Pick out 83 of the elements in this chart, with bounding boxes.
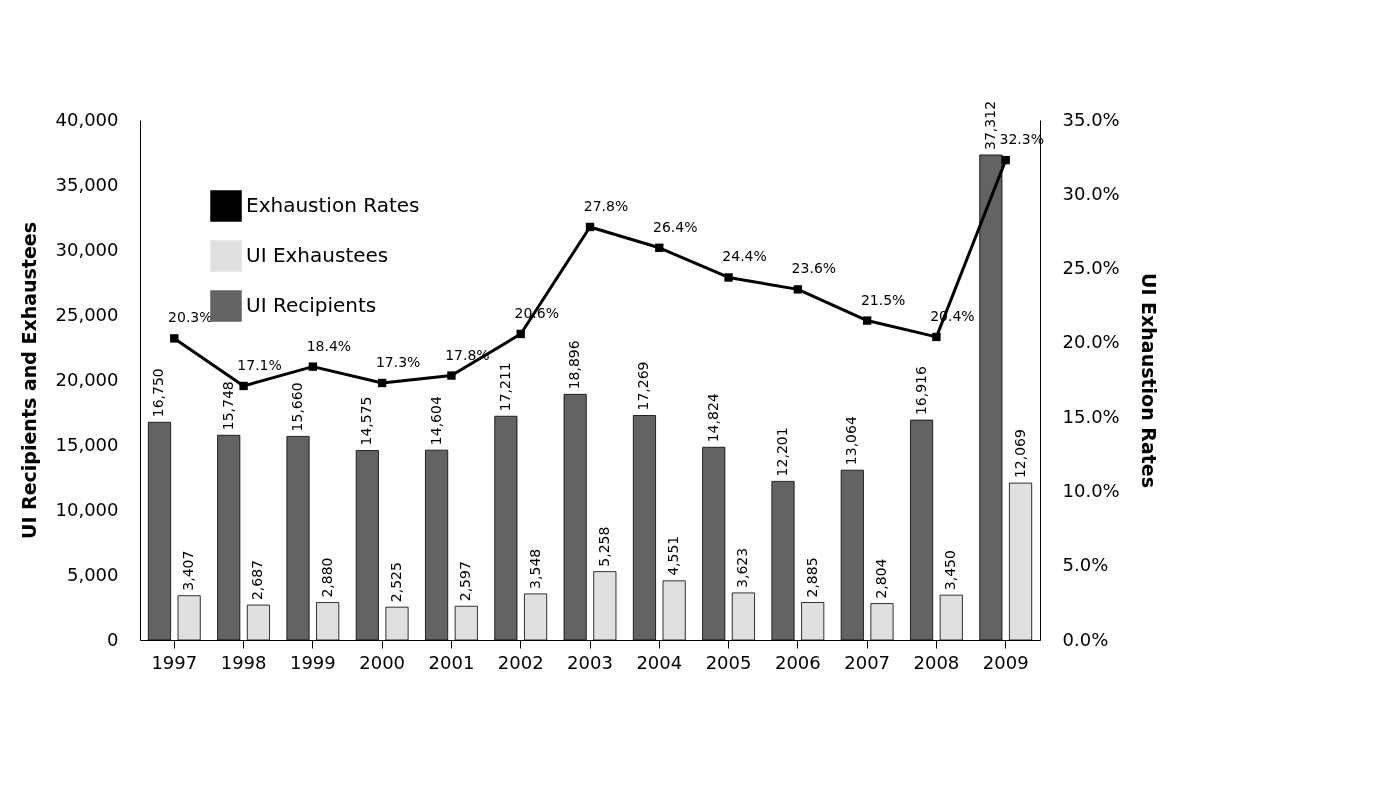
data-label: 2,880 [318, 557, 335, 598]
data-label: 5,258 [595, 526, 612, 567]
y2-axis-title: UI Exhaustion Rates [1137, 272, 1160, 489]
data-label: 17,211 [496, 362, 513, 412]
data-label: 4,551 [665, 535, 682, 576]
data-label: 20.3% [168, 309, 213, 326]
y2-tick-label: 10.0% [1062, 479, 1120, 501]
legend-label: Exhaustion Rates [246, 193, 420, 217]
legend-label: UI Recipients [246, 293, 377, 317]
point [932, 332, 941, 342]
data-label: 21.5% [860, 291, 906, 308]
y-tick-label: 0 [107, 628, 119, 650]
y-tick-label: 20,000 [55, 368, 119, 390]
data-label: 3,450 [942, 550, 959, 591]
y2-tick-label: 35.0% [1062, 108, 1120, 130]
data-label: 3,407 [180, 550, 197, 591]
data-label: 18.4% [306, 337, 352, 354]
data-label: 15,660 [289, 382, 306, 432]
x-tick-label: 2008 [913, 651, 960, 673]
data-label: 2,804 [872, 558, 889, 599]
point [239, 381, 248, 391]
data-label: 37,312 [981, 100, 998, 150]
data-label: 16,750 [150, 368, 167, 418]
point [377, 378, 387, 388]
point [516, 329, 525, 339]
point [1001, 155, 1010, 165]
data-label: 14,824 [704, 393, 721, 443]
data-label: 13,064 [843, 416, 860, 466]
data-label: 2,525 [387, 562, 404, 603]
data-label: 3,623 [734, 547, 751, 588]
data-label: 2,885 [803, 557, 820, 598]
y-tick-label: 10,000 [55, 498, 119, 520]
y2-tick-label: 30.0% [1062, 182, 1120, 204]
y2-tick-label: 5.0% [1062, 554, 1109, 576]
data-label: 24.4% [722, 248, 767, 265]
x-tick-label: 1997 [151, 651, 198, 673]
data-label: 16,916 [912, 366, 929, 416]
data-label: 17,269 [635, 361, 652, 411]
data-label: 17.1% [237, 356, 282, 373]
data-label: 27.8% [583, 197, 629, 214]
x-tick-label: 2007 [844, 651, 891, 673]
data-label: 18,896 [566, 340, 583, 390]
y2-tick-label: 25.0% [1062, 257, 1120, 279]
x-tick-label: 1999 [289, 651, 336, 673]
x-tick-label: 2003 [567, 651, 613, 673]
data-label: 3,548 [526, 548, 543, 589]
y2-tick-label: 0.0% [1062, 628, 1109, 650]
data-label: 14,575 [358, 396, 375, 446]
point [585, 222, 595, 232]
y-axis-title: UI Recipients and Exhaustees [17, 221, 40, 540]
data-label: 23.6% [791, 260, 837, 277]
point [170, 334, 179, 343]
point [793, 285, 803, 294]
data-label: 17.3% [375, 353, 421, 370]
x-tick-label: 2005 [705, 651, 752, 673]
y2-tick-label: 15.0% [1062, 405, 1120, 427]
x-tick-label: 2001 [428, 651, 475, 673]
data-label: 2,687 [249, 559, 266, 601]
point [308, 362, 318, 371]
data-label: 2,597 [457, 561, 474, 602]
data-label: 12,069 [1011, 429, 1028, 479]
x-tick-label: 2000 [359, 651, 406, 673]
data-label: 26.4% [653, 218, 698, 235]
y-tick-label: 5,000 [66, 563, 119, 585]
x-tick-label: 2004 [636, 651, 683, 673]
data-label: 14,604 [427, 396, 444, 446]
y-tick-label: 25,000 [55, 303, 119, 325]
y-tick-label: 15,000 [55, 433, 119, 455]
y-tick-label: 30,000 [55, 238, 119, 260]
x-tick-label: 2009 [982, 651, 1029, 673]
x-tick-label: 1998 [220, 651, 267, 673]
y-tick-label: 35,000 [55, 173, 119, 195]
data-label: 15,748 [219, 381, 236, 431]
data-label: 12,201 [774, 427, 791, 477]
point [655, 243, 664, 252]
y2-tick-label: 20.0% [1062, 331, 1120, 353]
x-tick-label: 2002 [497, 651, 544, 673]
x-tick-label: 2006 [774, 651, 821, 673]
point [862, 316, 872, 325]
point [447, 371, 456, 380]
y-tick-label: 40,000 [55, 108, 119, 130]
point [724, 273, 733, 282]
legend-label: UI Exhaustees [246, 243, 389, 267]
